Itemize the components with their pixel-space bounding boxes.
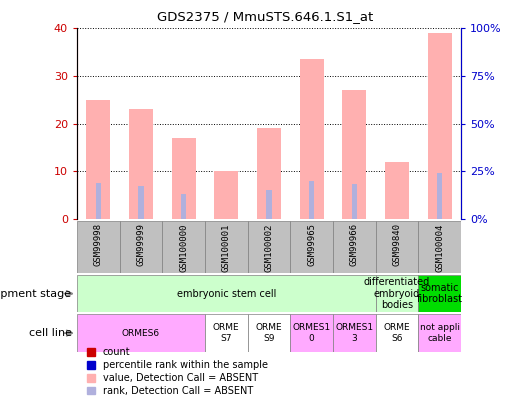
Text: ORME
S9: ORME S9 [255,324,282,343]
Text: development stage: development stage [0,289,72,298]
FancyBboxPatch shape [162,221,205,273]
Text: cell line: cell line [29,328,72,338]
FancyBboxPatch shape [333,221,376,273]
Text: GSM99965: GSM99965 [307,224,316,266]
Bar [172,138,196,219]
FancyBboxPatch shape [248,221,290,273]
Bar [95,183,101,219]
Bar [428,33,452,219]
FancyBboxPatch shape [77,275,376,312]
Bar [86,100,110,219]
Text: ORMES1
3: ORMES1 3 [335,324,374,343]
Text: GSM99998: GSM99998 [94,224,103,266]
FancyBboxPatch shape [248,314,290,352]
Text: differentiated
embryoid
bodies: differentiated embryoid bodies [364,277,430,310]
Text: ORMES1
0: ORMES1 0 [293,324,331,343]
Bar [309,181,314,219]
Text: GSM99840: GSM99840 [393,224,402,266]
FancyBboxPatch shape [77,314,205,352]
FancyBboxPatch shape [418,221,461,273]
Text: ORME
S7: ORME S7 [213,324,240,343]
FancyBboxPatch shape [418,314,461,352]
Text: embryonic stem cell: embryonic stem cell [176,289,276,298]
FancyBboxPatch shape [333,314,376,352]
Bar [181,194,186,219]
Legend: count, percentile rank within the sample, value, Detection Call = ABSENT, rank, : count, percentile rank within the sample… [87,347,268,396]
FancyBboxPatch shape [120,221,162,273]
Bar [267,190,271,219]
Text: GSM99966: GSM99966 [350,224,359,266]
Bar [342,90,366,219]
Text: GSM100004: GSM100004 [435,224,444,272]
FancyBboxPatch shape [418,275,461,312]
Bar [257,128,281,219]
Text: ORMES6: ORMES6 [122,328,160,338]
FancyBboxPatch shape [376,314,418,352]
Text: ORME
S6: ORME S6 [384,324,410,343]
Text: GSM100000: GSM100000 [179,224,188,272]
FancyBboxPatch shape [376,275,418,312]
FancyBboxPatch shape [205,221,248,273]
Text: GSM100002: GSM100002 [264,224,273,272]
Bar [214,171,238,219]
FancyBboxPatch shape [290,221,333,273]
Text: GSM99999: GSM99999 [136,224,145,266]
Bar [129,109,153,219]
Bar [437,173,443,219]
Text: GSM100001: GSM100001 [222,224,231,272]
FancyBboxPatch shape [205,314,248,352]
Text: not appli
cable: not appli cable [420,324,460,343]
FancyBboxPatch shape [376,221,418,273]
Bar [138,186,144,219]
FancyBboxPatch shape [77,221,120,273]
Bar [300,59,324,219]
Text: somatic
fibroblast: somatic fibroblast [417,283,463,305]
Text: GDS2375 / MmuSTS.646.1.S1_at: GDS2375 / MmuSTS.646.1.S1_at [157,10,373,23]
Bar [352,184,357,219]
Bar [385,162,409,219]
FancyBboxPatch shape [290,314,333,352]
